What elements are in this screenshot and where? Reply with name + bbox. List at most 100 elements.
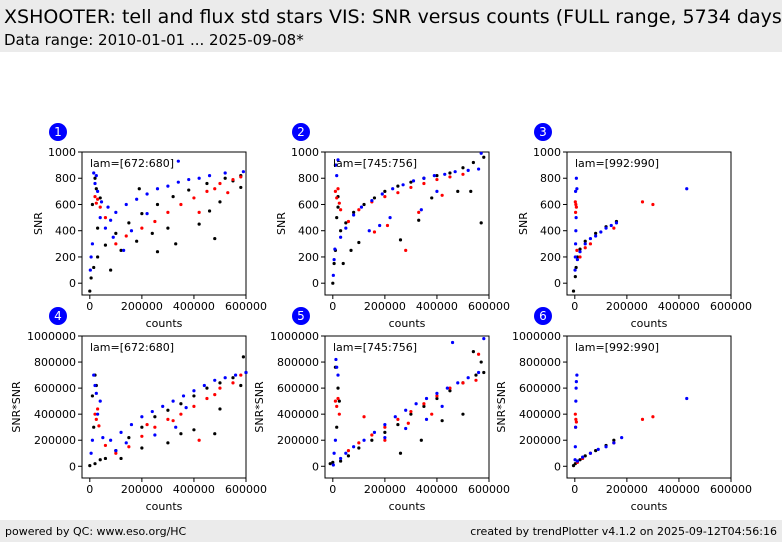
data-point (574, 205, 578, 209)
data-point (155, 187, 160, 191)
x-tick-label: 600000 (468, 483, 510, 496)
x-tick-label: 600000 (468, 300, 510, 313)
data-point (197, 438, 201, 442)
data-point (482, 337, 486, 341)
data-point (573, 425, 578, 429)
data-point (575, 257, 580, 262)
data-point (166, 210, 170, 214)
data-point (385, 223, 390, 228)
y-tick-label: 200 (298, 251, 319, 264)
wavelength-annotation: lam=[992:990] (575, 341, 659, 354)
data-point (135, 239, 139, 243)
data-point (179, 432, 183, 436)
data-point (335, 215, 339, 220)
y-tick-label: 0 (312, 277, 319, 290)
data-point (114, 242, 118, 246)
y-axis-label: SNR (517, 212, 530, 235)
data-point (96, 226, 100, 230)
data-point (89, 451, 93, 455)
data-point (479, 151, 483, 155)
y-tick-label: 800000 (277, 356, 319, 369)
data-point (419, 208, 423, 212)
data-point (231, 177, 235, 182)
data-point (409, 180, 413, 184)
data-point (430, 196, 434, 200)
data-point (88, 464, 92, 468)
data-point (192, 389, 196, 393)
data-point (135, 197, 139, 201)
data-point (578, 247, 582, 251)
data-point (239, 175, 243, 179)
data-point (96, 189, 100, 193)
data-point (372, 230, 377, 234)
data-point (155, 202, 160, 207)
data-point (171, 195, 175, 199)
data-point (129, 422, 134, 427)
data-point (94, 174, 98, 178)
subplot-5: 5 0 200000 400000 600000 0 200000 400000 600000 8… (253, 307, 510, 513)
plot-number: 1 (54, 125, 62, 139)
data-point (98, 215, 102, 220)
data-point (362, 415, 366, 419)
data-point (337, 399, 341, 403)
data-point (575, 187, 579, 191)
series-0 (88, 174, 243, 293)
header: XSHOOTER: tell and flux std stars VIS: S… (0, 0, 782, 52)
y-tick-label: 1000 (48, 146, 76, 159)
data-point (482, 155, 486, 159)
data-point (205, 189, 209, 193)
y-tick-label: 400000 (277, 408, 319, 421)
data-point (96, 407, 100, 411)
y-tick-label: 0 (554, 460, 561, 473)
data-point (574, 265, 578, 270)
data-point (337, 201, 341, 205)
data-point (573, 445, 577, 449)
data-point (339, 459, 343, 463)
y-axis-label: SNR*SNR (495, 381, 508, 433)
data-point (332, 451, 336, 455)
data-point (93, 383, 97, 388)
data-point (331, 463, 335, 467)
data-point (640, 417, 645, 421)
data-point (161, 404, 165, 408)
data-point (398, 451, 403, 455)
data-point (404, 408, 408, 412)
y-axis-label: SNR (275, 212, 288, 235)
x-tick-label: 200000 (606, 483, 648, 496)
data-point (119, 456, 123, 461)
data-point (166, 184, 170, 188)
data-point (218, 386, 222, 390)
data-point (482, 370, 486, 375)
series-2 (331, 151, 483, 277)
data-point (588, 242, 593, 246)
data-point (336, 205, 340, 209)
footer-credit: powered by QC: www.eso.org/HC (5, 525, 187, 538)
data-point (594, 231, 598, 235)
data-point (362, 438, 366, 442)
data-point (140, 446, 144, 450)
data-point (94, 187, 98, 191)
plot-frame (566, 335, 732, 479)
data-point (218, 200, 222, 204)
data-point (153, 219, 157, 224)
data-point (153, 433, 157, 437)
data-point (140, 212, 144, 216)
data-point (370, 438, 374, 442)
data-point (432, 174, 436, 178)
data-point (440, 419, 444, 423)
footer: powered by QC: www.eso.org/HC created by… (0, 520, 782, 542)
x-tick-label: 0 (329, 483, 336, 496)
x-tick-label: 200000 (364, 300, 406, 313)
data-point (396, 184, 400, 188)
data-point (92, 425, 96, 429)
data-point (383, 422, 387, 427)
data-point (398, 238, 403, 242)
series-1 (333, 172, 465, 252)
data-point (244, 370, 248, 375)
data-point (346, 449, 351, 453)
data-point (573, 255, 577, 259)
data-point (352, 445, 356, 449)
data-point (213, 236, 217, 241)
data-point (435, 396, 439, 401)
